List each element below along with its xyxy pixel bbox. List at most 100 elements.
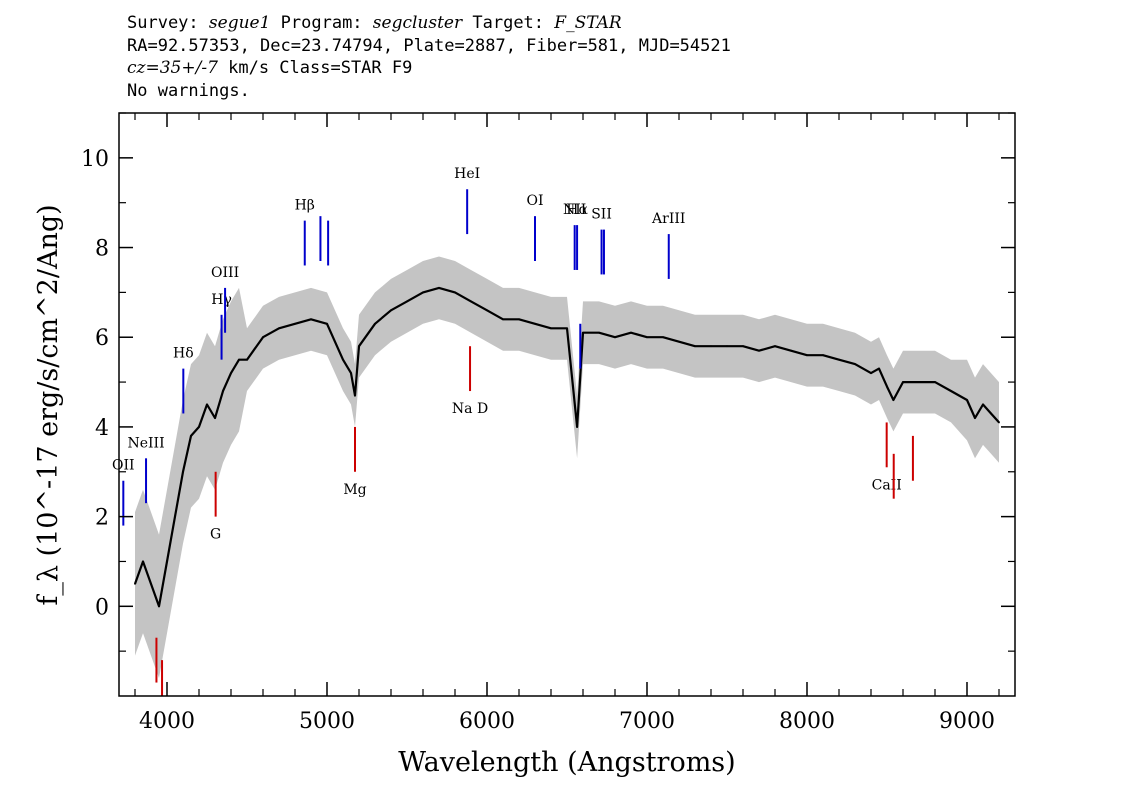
line-label-na-d: Na D <box>452 401 488 417</box>
line-label-g: G <box>210 527 221 543</box>
flux-point <box>406 300 408 303</box>
x-tick-label: 4000 <box>139 709 195 734</box>
error-band-layer <box>135 256 999 679</box>
x-axis-label: Wavelength (Angstroms) <box>398 747 735 778</box>
flux-point <box>470 300 472 303</box>
flux-point <box>998 421 1000 424</box>
flux-point <box>342 358 344 361</box>
survey-value: segue1 <box>208 13 271 33</box>
flux-point <box>966 399 968 401</box>
flux-point <box>214 417 216 419</box>
flux-point <box>886 385 888 388</box>
flux-point <box>598 331 600 334</box>
flux-point <box>550 327 552 330</box>
line-label-oii: OII <box>112 458 135 474</box>
flux-point <box>892 399 895 401</box>
spectrum-header: Survey: segue1 Program: segcluster Targe… <box>127 12 731 102</box>
flux-point <box>694 345 696 348</box>
line-label-hγ: Hγ <box>211 292 232 308</box>
x-tick-label: 7000 <box>619 709 675 734</box>
flux-point <box>158 605 160 608</box>
flux-point <box>230 372 232 375</box>
flux-point <box>678 340 680 343</box>
flux-point <box>134 582 136 585</box>
flux-point <box>990 412 992 415</box>
flux-point <box>438 287 440 289</box>
target-value: F_STAR <box>554 13 622 33</box>
flux-line <box>133 286 1000 608</box>
y-tick-label: 0 <box>95 595 109 620</box>
flux-point <box>166 560 168 563</box>
flux-point <box>758 349 760 352</box>
flux-point <box>630 331 632 334</box>
y-tick-label: 4 <box>95 416 109 441</box>
line-label-ariii: ArIII <box>651 211 685 227</box>
coords-line: RA=92.57353, Dec=23.74794, Plate=2887, F… <box>127 35 731 56</box>
survey-line: Survey: segue1 Program: segcluster Targe… <box>127 12 731 35</box>
target-label: Target: <box>472 13 545 33</box>
flux-point <box>576 426 578 428</box>
flux-point <box>934 381 936 383</box>
line-label-neiii: NeIII <box>127 435 164 451</box>
y-tick-label: 2 <box>95 506 109 531</box>
flux-point <box>182 470 184 473</box>
flux-point <box>206 403 208 406</box>
flux-point <box>222 390 224 392</box>
line-label-hα: Hα <box>566 202 588 218</box>
flux-point <box>502 318 504 321</box>
flux-point <box>566 327 568 330</box>
flux-point <box>878 367 880 370</box>
line-label-nii: NII <box>563 202 586 218</box>
flux-point <box>294 322 296 325</box>
class-value: km/s Class=STAR F9 <box>217 58 413 78</box>
line-label-sii: SII <box>591 207 612 223</box>
x-tick-label: 9000 <box>939 709 995 734</box>
x-tick-label: 8000 <box>779 709 835 734</box>
y-tick-label: 8 <box>95 237 109 262</box>
flux-point <box>902 381 904 383</box>
flux-point <box>646 336 648 339</box>
flux-point <box>390 309 392 312</box>
y-tick-label: 6 <box>95 326 109 351</box>
flux-point <box>142 560 144 563</box>
flux-point <box>534 322 536 325</box>
flux-point <box>354 394 356 397</box>
flux-point <box>278 327 280 330</box>
line-label-oiii: OIII <box>211 265 239 281</box>
flux-point <box>854 363 856 366</box>
survey-label: Survey: <box>127 13 199 33</box>
flux-point <box>518 318 520 321</box>
flux-point <box>190 434 192 437</box>
flux-layer <box>133 286 1000 608</box>
flux-point <box>198 426 200 428</box>
flux-point <box>150 582 152 585</box>
line-label-hei: HeI <box>454 166 480 182</box>
program-value: segcluster <box>372 13 463 33</box>
flux-point <box>326 322 328 325</box>
axis-ticks: 4000 5000 6000 7000 8000 9000 0 2 4 6 8 10 <box>81 112 1015 734</box>
warnings-line: No warnings. <box>127 80 250 101</box>
class-line: cz=35+/-7 km/s Class=STAR F9 <box>127 57 731 80</box>
flux-point <box>350 372 352 375</box>
flux-point <box>486 309 488 312</box>
line-label-caii: CaII <box>872 477 902 493</box>
flux-point <box>662 336 664 339</box>
y-axis-label: f_λ (10^-17 erg/s/cm^2/Ang) <box>33 204 64 605</box>
line-label-hδ: Hδ <box>173 346 194 362</box>
flux-point <box>950 390 952 392</box>
flux-point <box>262 336 264 339</box>
flux-point <box>982 403 984 406</box>
flux-point <box>238 358 240 361</box>
flux-point <box>422 291 424 294</box>
flux-point <box>918 381 920 383</box>
flux-point <box>374 322 376 325</box>
flux-point <box>310 318 312 321</box>
flux-point <box>774 345 776 348</box>
flux-point <box>806 354 808 357</box>
flux-point <box>726 345 728 348</box>
flux-point <box>454 291 456 294</box>
flux-point <box>790 349 792 352</box>
flux-point <box>710 345 712 348</box>
